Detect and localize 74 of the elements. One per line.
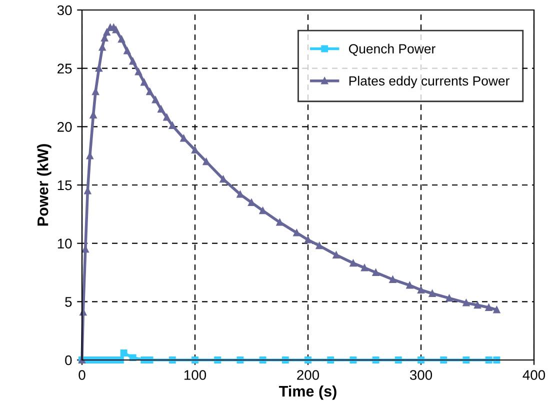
point (135, 68, 142, 76)
point (485, 356, 492, 364)
point (259, 356, 266, 364)
y-tick-label: 0 (65, 355, 72, 366)
legend-label: Quench Power (348, 44, 436, 56)
x-tick-label: 300 (410, 370, 432, 380)
x-tick-label: 400 (522, 370, 546, 380)
point (332, 252, 340, 258)
point (361, 264, 368, 272)
point (446, 294, 453, 302)
x-tick-label: 100 (184, 370, 206, 380)
point (372, 356, 380, 364)
point (350, 356, 357, 364)
point (168, 356, 176, 364)
point (440, 356, 448, 364)
point (103, 28, 110, 36)
point (236, 356, 244, 364)
point (214, 356, 222, 364)
point (98, 44, 106, 51)
point (163, 114, 170, 121)
point (462, 299, 470, 306)
point (418, 286, 424, 294)
x-axis-title: Time (s) (279, 385, 336, 400)
point (90, 112, 97, 118)
point (418, 356, 424, 364)
y-tick-label: 15 (58, 180, 72, 190)
point (462, 356, 470, 364)
point (394, 356, 402, 364)
point (124, 47, 131, 54)
point (220, 176, 227, 183)
point (372, 269, 380, 276)
point (192, 146, 198, 154)
point (158, 106, 165, 113)
point (129, 354, 136, 362)
point (129, 58, 136, 65)
point (304, 356, 312, 364)
legend-label: Plates eddy currents Power (349, 76, 510, 88)
y-tick-label: 30 (57, 5, 72, 16)
point (140, 78, 148, 86)
y-tick-label: 25 (58, 64, 72, 74)
point (304, 236, 312, 244)
point (493, 306, 500, 314)
y-axis-title: Power (kW) (37, 144, 52, 226)
point (112, 26, 120, 34)
point (92, 88, 100, 96)
point (316, 242, 323, 250)
point (428, 290, 436, 297)
y-tick-label: 5 (65, 297, 72, 307)
point (276, 218, 284, 226)
point (120, 350, 128, 356)
point (282, 356, 289, 364)
point (493, 356, 500, 364)
point (389, 276, 396, 283)
point (474, 302, 481, 309)
point (146, 88, 154, 96)
y-tick-label: 10 (58, 238, 72, 249)
point (152, 96, 159, 104)
y-tick-label: 20 (58, 122, 72, 132)
point (327, 356, 334, 364)
point (168, 122, 176, 129)
point (118, 36, 126, 43)
point (406, 282, 414, 289)
point (180, 134, 188, 142)
point (350, 260, 357, 267)
point (259, 207, 266, 214)
point (485, 304, 492, 311)
point (101, 34, 108, 42)
point (202, 158, 210, 166)
point (192, 356, 198, 364)
x-tick-label: 200 (297, 370, 320, 380)
x-tick-label: 0 (78, 370, 86, 380)
point (248, 199, 255, 206)
point (293, 229, 300, 236)
point (236, 190, 244, 198)
